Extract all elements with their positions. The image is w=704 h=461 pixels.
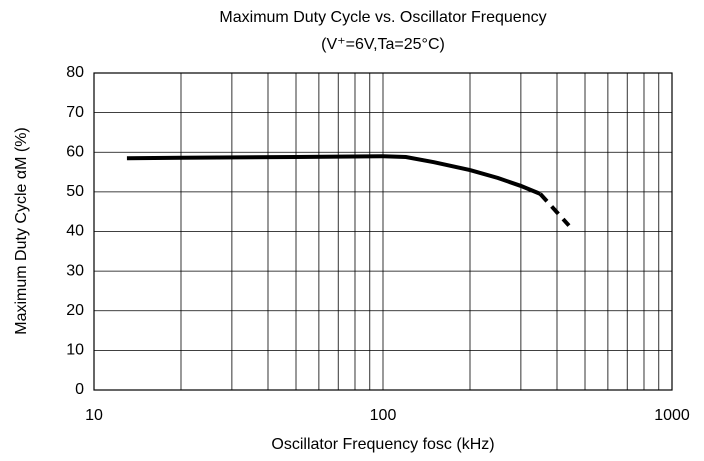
x-tick-label: 1000 (654, 407, 690, 424)
x-axis-label: Oscillator Frequency fosc (kHz) (271, 436, 494, 453)
y-tick-label: 50 (66, 183, 84, 200)
data-line (538, 192, 571, 227)
y-tick-label: 40 (66, 223, 84, 240)
y-tick-label: 0 (75, 381, 84, 398)
y-tick-label: 80 (66, 64, 84, 81)
x-tick-label: 100 (370, 407, 397, 424)
y-tick-label: 70 (66, 104, 84, 121)
data-line (126, 154, 541, 196)
chart-subtitle: (V⁺=6V,Ta=25°C) (321, 36, 445, 53)
y-axis-label: Maximum Duty Cycle αM (%) (13, 127, 30, 334)
y-tick-label: 30 (66, 262, 84, 279)
x-tick-label: 10 (85, 407, 103, 424)
plot-frame (93, 72, 673, 391)
y-tick-label: 20 (66, 302, 84, 319)
y-tick-label: 10 (66, 342, 84, 359)
chart-title: Maximum Duty Cycle vs. Oscillator Freque… (219, 9, 546, 26)
y-tick-label: 60 (66, 143, 84, 160)
